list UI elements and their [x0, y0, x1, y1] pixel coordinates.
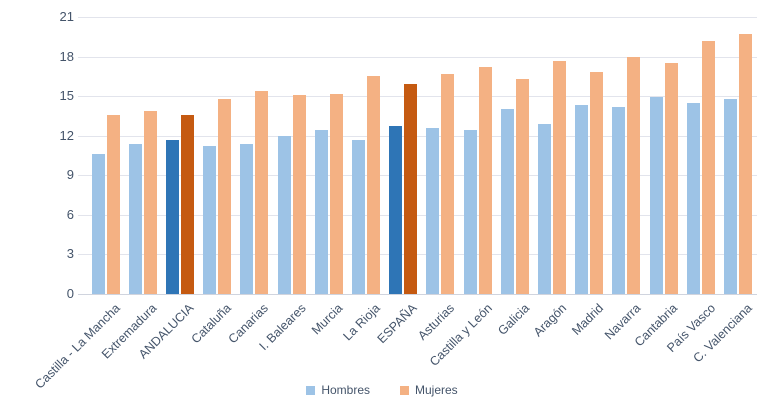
- bar-mujeres-1: [106, 114, 120, 294]
- bar-mujeres-3: [181, 114, 194, 294]
- bar-mujeres-11: [478, 67, 492, 294]
- bar-mujeres-6: [292, 94, 306, 294]
- y-tick-label: 6: [66, 206, 74, 222]
- bar-hombres-12: [500, 109, 514, 294]
- gridline: [78, 56, 757, 58]
- bar-hombres-17: [686, 102, 700, 294]
- y-tick-label: 0: [66, 286, 74, 301]
- legend-label-mujeres: Mujeres: [415, 383, 458, 397]
- bar-hombres-11: [463, 130, 477, 294]
- bar-mujeres-16: [664, 63, 678, 294]
- bar-mujeres-2: [143, 110, 157, 294]
- bar-hombres-8: [352, 139, 365, 294]
- x-axis-line: [78, 294, 757, 295]
- bar-hombres-15: [612, 106, 626, 294]
- legend: Hombres Mujeres: [0, 383, 764, 397]
- bar-mujeres-9: [404, 84, 418, 294]
- gridline: [78, 214, 757, 216]
- bar-mujeres-18: [739, 34, 752, 294]
- bar-hombres-2: [128, 143, 142, 294]
- bar-hombres-10: [426, 127, 440, 294]
- gridline: [78, 135, 757, 137]
- bar-hombres-4: [203, 146, 217, 294]
- bar-hombres-16: [649, 97, 663, 294]
- bar-mujeres-13: [553, 60, 566, 294]
- y-tick-label: 15: [59, 88, 74, 104]
- bar-hombres-1: [91, 154, 105, 294]
- gridline: [78, 254, 757, 256]
- bar-hombres-7: [314, 130, 328, 294]
- bar-mujeres-10: [441, 73, 455, 294]
- bar-hombres-6: [277, 135, 291, 294]
- legend-item-hombres: Hombres: [306, 383, 370, 397]
- bar-mujeres-5: [255, 90, 269, 294]
- bar-hombres-18: [724, 98, 737, 294]
- bar-hombres-3: [166, 139, 179, 294]
- y-tick-label: 12: [59, 127, 74, 143]
- bar-hombres-9: [389, 126, 403, 294]
- legend-label-hombres: Hombres: [321, 383, 370, 397]
- hombres-series-swatch-icon: [306, 385, 316, 395]
- legend-item-mujeres: Mujeres: [400, 383, 458, 397]
- bar-mujeres-17: [701, 40, 715, 294]
- y-tick-label: 21: [59, 9, 74, 24]
- bar-hombres-13: [538, 123, 551, 294]
- gridline: [78, 96, 757, 98]
- bar-mujeres-15: [627, 56, 641, 294]
- gridline: [78, 17, 757, 18]
- bar-mujeres-8: [367, 76, 380, 294]
- y-tick-label: 3: [66, 246, 74, 262]
- y-tick-label: 9: [66, 167, 74, 183]
- bar-mujeres-12: [515, 78, 529, 294]
- bar-mujeres-4: [218, 98, 232, 294]
- bar-mujeres-7: [329, 93, 343, 294]
- y-tick-label: 18: [59, 48, 74, 64]
- bar-mujeres-14: [590, 72, 604, 294]
- gridline: [78, 175, 757, 177]
- bar-hombres-14: [575, 105, 589, 294]
- bar-hombres-5: [240, 143, 254, 294]
- mujeres-series-swatch-icon: [400, 385, 409, 395]
